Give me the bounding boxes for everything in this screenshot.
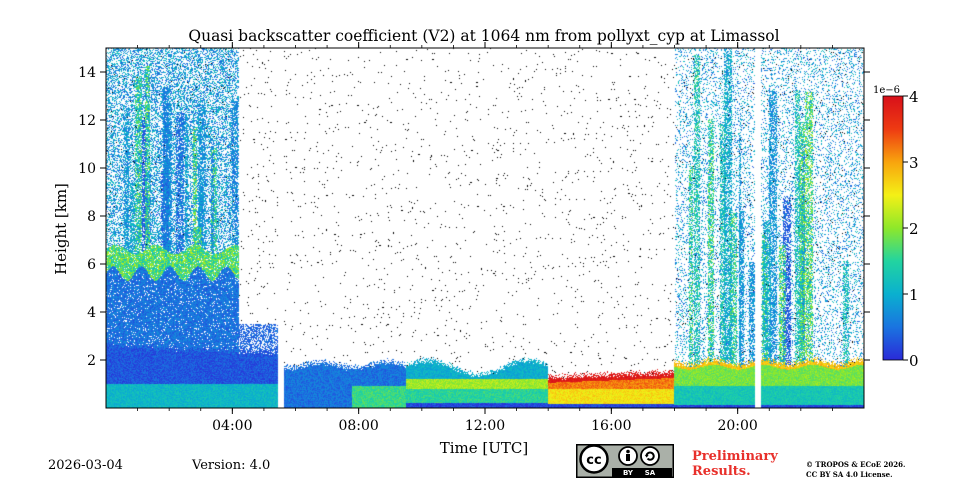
preliminary-line1: Preliminary <box>692 449 778 464</box>
date-label: 2026-03-04 <box>48 458 123 473</box>
version-label: Version: 4.0 <box>192 458 271 473</box>
preliminary-notice: Preliminary Results. <box>692 449 778 479</box>
y-tick-label: 12 <box>78 113 96 129</box>
heatmap-raster <box>106 48 864 408</box>
x-tick-label: 20:00 <box>717 418 757 434</box>
x-tick-label: 08:00 <box>338 418 378 434</box>
y-tick-label: 14 <box>78 65 96 81</box>
colorbar-tick-label: 4 <box>909 88 919 106</box>
y-tick-label: 2 <box>87 353 96 369</box>
cc-sa-text: SA <box>645 469 656 477</box>
preliminary-line2: Results. <box>692 464 751 479</box>
sa-icon <box>640 446 660 466</box>
y-tick-label: 10 <box>78 161 96 177</box>
colorbar-tick-label: 0 <box>909 352 919 370</box>
x-tick-label: 16:00 <box>591 418 631 434</box>
backscatter-heatmap <box>106 48 864 408</box>
y-tick-label: 8 <box>87 209 96 225</box>
colorbar-ticks: 0 1 2 3 4 <box>903 88 919 370</box>
x-tick-label: 12:00 <box>465 418 505 434</box>
chart-title: Quasi backscatter coefficient (V2) at 10… <box>188 27 779 45</box>
cc-icon <box>579 444 609 474</box>
cc-by-text: BY <box>623 469 634 477</box>
colorbar: 1e−6 0 1 2 3 4 <box>873 85 919 370</box>
copyright-notice: © TROPOS & ECoE 2026. CC BY SA 4.0 Licen… <box>806 460 905 480</box>
x-axis: 04:00 08:00 12:00 16:00 20:00 <box>137 42 833 434</box>
colorbar-tick-label: 1 <box>909 286 919 304</box>
copyright-line2: CC BY SA 4.0 License. <box>806 470 893 479</box>
y-axis: 2 4 6 8 10 12 14 <box>78 65 870 369</box>
y-tick-label: 6 <box>87 257 96 273</box>
x-axis-label: Time [UTC] <box>440 439 529 457</box>
svg-text:cc: cc <box>586 453 601 468</box>
cc-license-badge: cc BY SA <box>576 444 674 478</box>
x-tick-label: 04:00 <box>212 418 252 434</box>
colorbar-tick-label: 3 <box>909 154 919 172</box>
y-axis-label: Height [km] <box>52 183 70 275</box>
colorbar-gradient <box>882 95 904 361</box>
colorbar-tick-label: 2 <box>909 220 919 238</box>
copyright-line1: © TROPOS & ECoE 2026. <box>806 460 906 469</box>
colorbar-scale-label: 1e−6 <box>873 85 900 96</box>
y-tick-label: 4 <box>87 305 96 321</box>
